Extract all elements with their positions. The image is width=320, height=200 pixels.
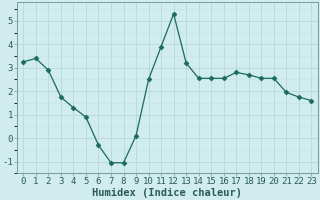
X-axis label: Humidex (Indice chaleur): Humidex (Indice chaleur) [92,188,242,198]
